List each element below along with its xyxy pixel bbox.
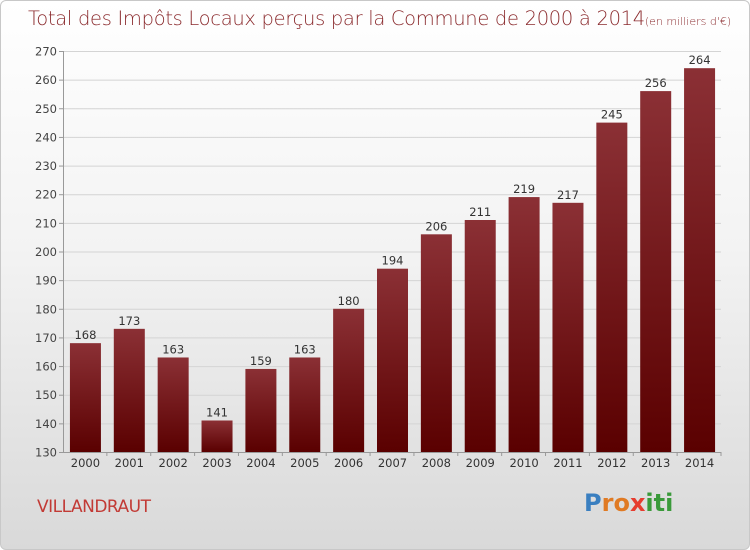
x-tick-label-2004: 2004 (246, 456, 275, 470)
x-tick-label-2008: 2008 (422, 456, 451, 470)
data-label-2000: 168 (74, 328, 96, 342)
x-tick-label-2000: 2000 (71, 456, 100, 470)
x-tick-label-2003: 2003 (202, 456, 231, 470)
data-label-2006: 180 (338, 294, 360, 308)
bar-2003 (201, 420, 233, 452)
logo-letter: P (584, 489, 602, 517)
y-tick-label: 170 (35, 331, 57, 345)
y-tick-label: 250 (35, 102, 57, 116)
x-tick-label-2002: 2002 (159, 456, 188, 470)
axes: 130 140 150 160 170 180 190 200 210 220 230 240 250 2… (35, 45, 722, 470)
y-tick-label: 230 (35, 159, 57, 173)
data-label-2005: 163 (294, 342, 316, 356)
bar-2006 (333, 308, 365, 452)
bar-2012 (596, 122, 628, 452)
x-tick-label-2010: 2010 (509, 456, 538, 470)
logo-letter: x (629, 489, 646, 517)
logo-letter: r (601, 489, 614, 517)
data-label-2009: 211 (469, 205, 491, 219)
logo-letter: i (645, 489, 654, 517)
x-tick-label-2012: 2012 (597, 456, 626, 470)
bar-2005 (289, 357, 321, 452)
logo-letter: i (665, 489, 674, 517)
y-tick-label: 140 (35, 417, 57, 431)
data-label-2013: 256 (645, 76, 667, 90)
bars (69, 68, 716, 452)
y-tick-label: 150 (35, 388, 57, 402)
commune-name: VILLANDRAUT (37, 497, 151, 517)
data-label-2008: 206 (425, 219, 447, 233)
y-tick-label: 190 (35, 274, 57, 288)
bar-2008 (420, 234, 452, 452)
x-tick-label-2001: 2001 (115, 456, 144, 470)
data-label-2002: 163 (162, 342, 184, 356)
bar-2001 (113, 328, 145, 452)
y-tick-label: 240 (35, 130, 57, 144)
bar-2007 (377, 268, 408, 452)
chart-title: Total des Impôts Locaux perçus par la Co… (28, 7, 731, 30)
y-tick-label: 270 (35, 45, 57, 59)
data-labels: 168 173 163 141 159 163 180 194 206 211 219 217 245 2… (74, 53, 710, 419)
data-label-2012: 245 (601, 108, 623, 122)
data-label-2004: 159 (250, 354, 272, 368)
x-tick-label-2014: 2014 (685, 456, 714, 470)
y-tick-label: 260 (35, 73, 57, 87)
data-label-2001: 173 (118, 314, 140, 328)
data-label-2010: 219 (513, 182, 535, 196)
y-tick-label: 160 (35, 360, 57, 374)
bar-2004 (245, 368, 277, 452)
bar-2000 (69, 343, 101, 452)
chart-title-main: Total des Impôts Locaux perçus par la Co… (28, 7, 645, 30)
x-tick-label-2013: 2013 (641, 456, 670, 470)
logo-letter: o (613, 489, 630, 517)
y-tick-label: 200 (35, 245, 57, 259)
bar-2010 (508, 197, 540, 452)
bar-2002 (157, 357, 189, 452)
bar-2009 (464, 219, 496, 452)
y-tick-label: 210 (35, 216, 57, 230)
y-tick-label: 220 (35, 188, 57, 202)
data-label-2011: 217 (557, 188, 579, 202)
logo-letter: t (653, 489, 666, 517)
bar-2013 (640, 91, 672, 452)
data-label-2014: 264 (689, 53, 711, 67)
data-label-2003: 141 (206, 405, 228, 419)
y-tick-label: 180 (35, 302, 57, 316)
x-tick-label-2009: 2009 (466, 456, 495, 470)
chart-title-unit: (en milliers d'€) (644, 15, 732, 28)
x-tick-label-2005: 2005 (290, 456, 319, 470)
y-tick-label: 130 (35, 446, 57, 460)
proxiti-logo[interactable]: Proxiti (584, 489, 694, 523)
bar-2014 (684, 68, 716, 452)
x-tick-label-2011: 2011 (553, 456, 582, 470)
x-tick-label-2007: 2007 (378, 456, 407, 470)
x-tick-label-2006: 2006 (334, 456, 363, 470)
data-label-2007: 194 (382, 254, 404, 268)
bar-2011 (552, 202, 584, 452)
